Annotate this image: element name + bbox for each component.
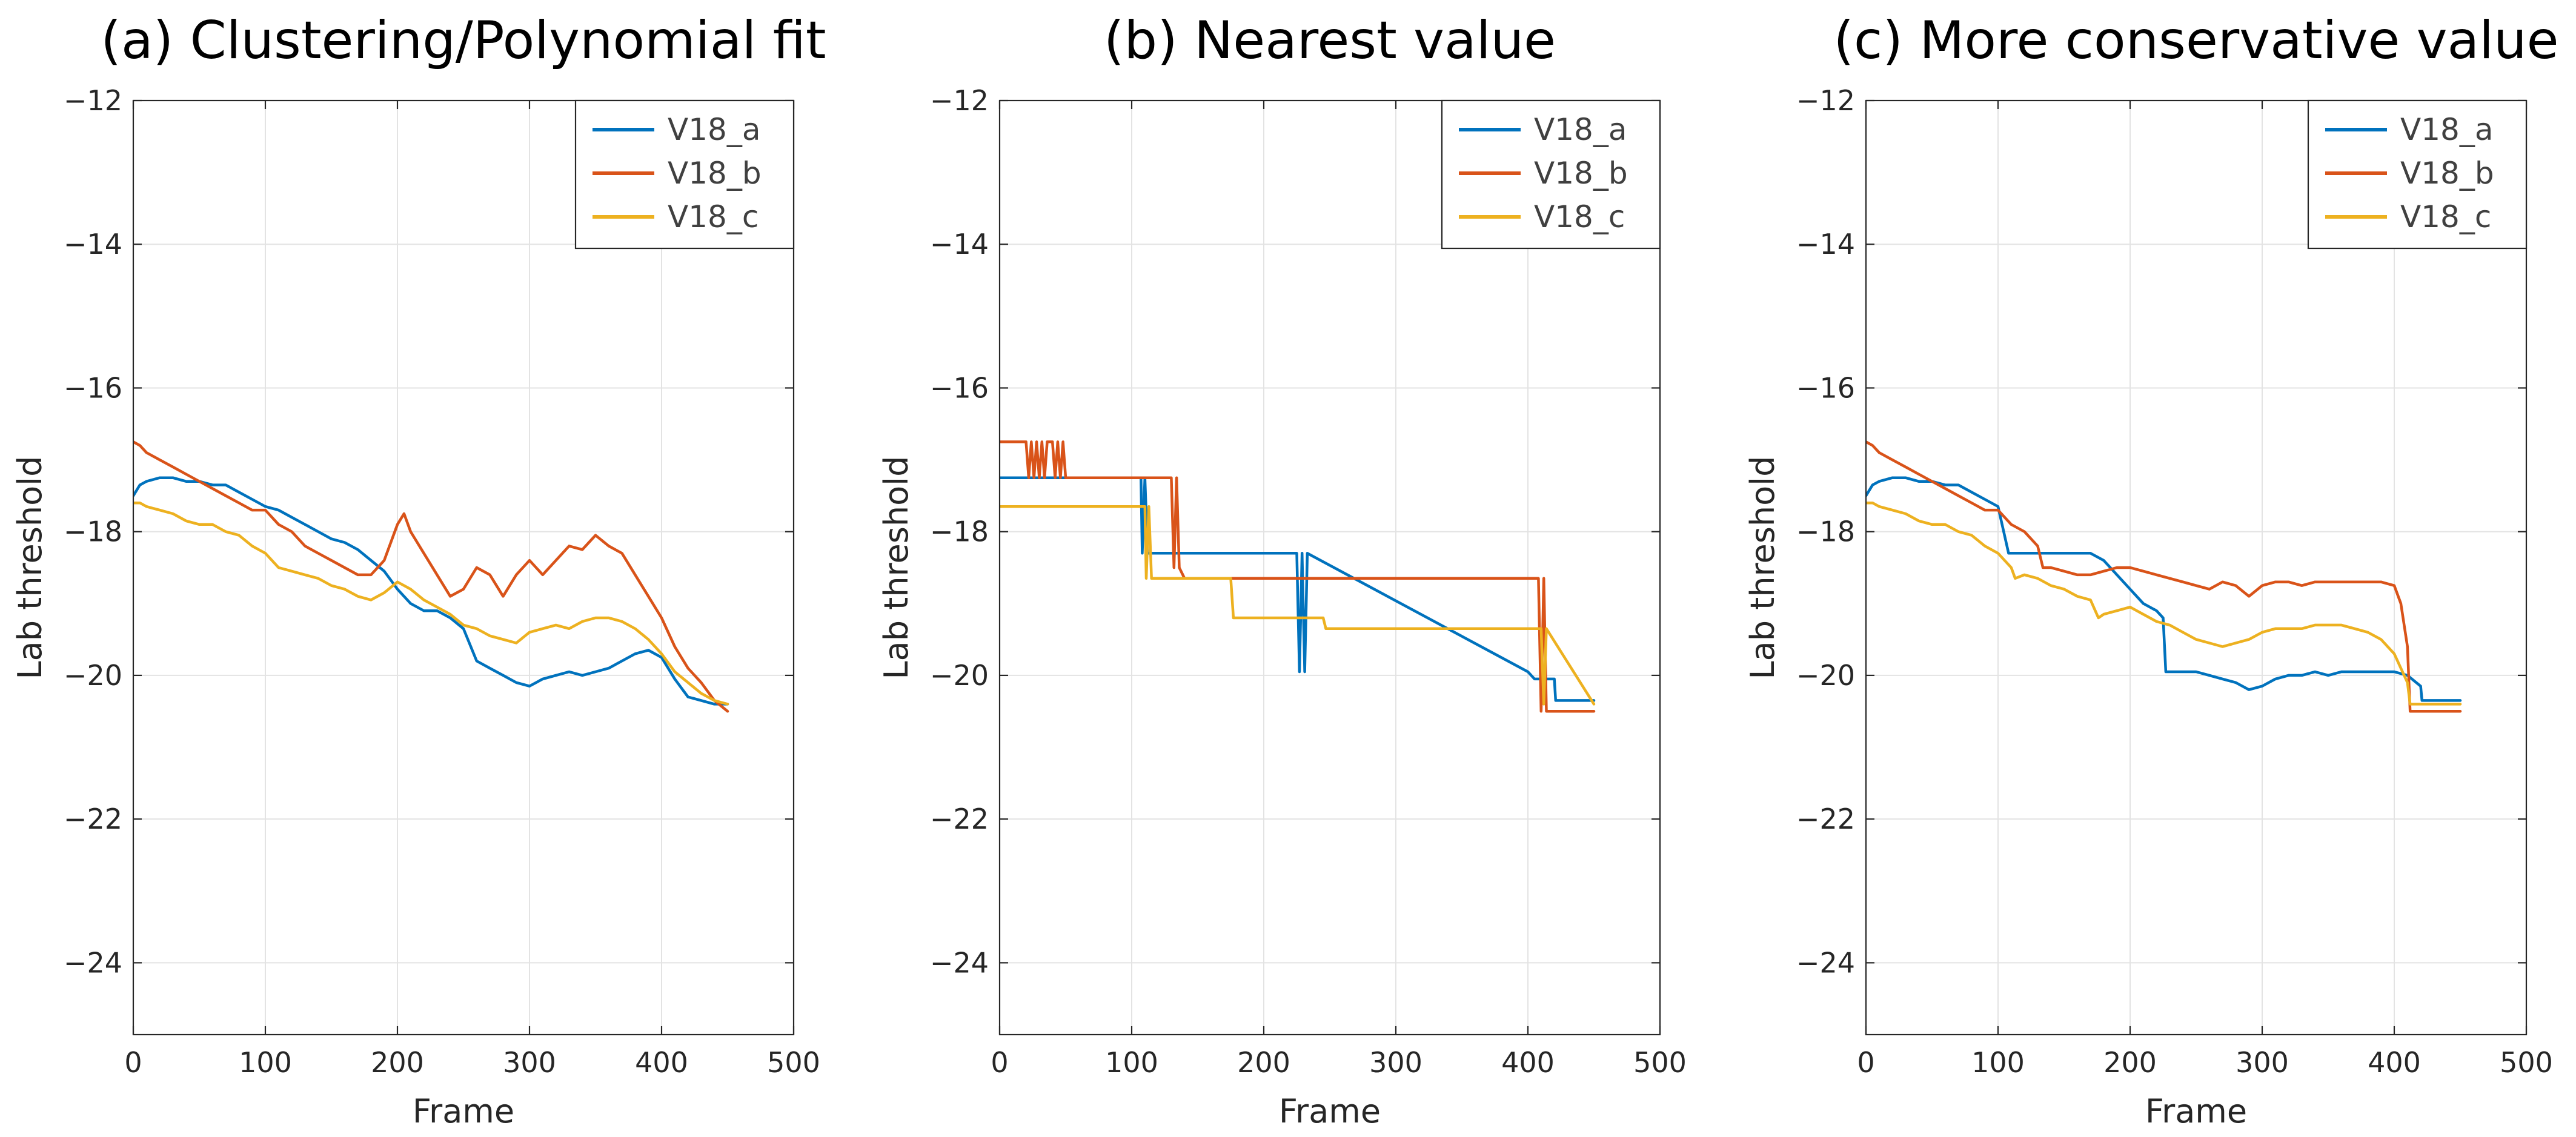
y-tick-label: −18 xyxy=(930,515,989,548)
y-tick-label: −12 xyxy=(930,84,989,117)
legend-label: V18_b xyxy=(668,156,762,191)
series-line-V18_c xyxy=(133,501,729,706)
legend-label: V18_c xyxy=(1534,199,1625,234)
x-tick-label: 100 xyxy=(1971,1046,2025,1079)
y-tick-label: −24 xyxy=(64,946,122,979)
x-tick-label: 300 xyxy=(1369,1046,1422,1079)
legend-label: V18_b xyxy=(2400,156,2494,191)
series-group xyxy=(133,440,729,713)
y-tick-label: −20 xyxy=(1796,659,1855,692)
y-tick-label: −16 xyxy=(64,371,122,404)
series-line-V18_b xyxy=(1000,440,1596,713)
x-axis-label: Frame xyxy=(2145,1092,2247,1130)
series-line-V18_b xyxy=(1866,440,2462,713)
y-axis-label: Lab threshold xyxy=(11,456,49,680)
x-tick-label: 100 xyxy=(239,1046,292,1079)
x-tick-label: 400 xyxy=(635,1046,688,1079)
x-tick-label: 0 xyxy=(1857,1046,1874,1079)
chart-panel-0: 0 100 200 300 400 500 −24 −22 −20 −18 −16 −14 −12 Fra… xyxy=(11,10,826,1130)
x-tick-label: 500 xyxy=(767,1046,820,1079)
y-tick-label: −22 xyxy=(64,803,122,835)
y-tick-label: −14 xyxy=(930,228,989,260)
y-tick-label: −20 xyxy=(930,659,989,692)
y-tick-label: −20 xyxy=(64,659,122,692)
legend-label: V18_b xyxy=(1534,156,1628,191)
y-axis-label: Lab threshold xyxy=(877,456,915,680)
x-tick-label: 400 xyxy=(1501,1046,1555,1079)
x-tick-label: 100 xyxy=(1105,1046,1158,1079)
legend-label: V18_c xyxy=(668,199,759,234)
y-tick-label: −18 xyxy=(64,515,122,548)
chart-panels: 0 100 200 300 400 500 −24 −22 −20 −18 −16 −14 −12 Fra… xyxy=(11,10,2559,1130)
legend-label: V18_a xyxy=(2400,112,2493,147)
y-tick-label: −12 xyxy=(1796,84,1855,117)
legend-label: V18_a xyxy=(668,112,760,147)
x-tick-label: 200 xyxy=(1237,1046,1290,1079)
x-axis-label: Frame xyxy=(1279,1092,1381,1130)
panel-title: (b) Nearest value xyxy=(1104,10,1556,71)
legend: V18_a V18_b V18_c xyxy=(574,99,795,250)
y-tick-label: −16 xyxy=(1796,371,1855,404)
x-tick-label: 200 xyxy=(2103,1046,2157,1079)
y-tick-label: −18 xyxy=(1796,515,1855,548)
panel-title: (c) More conservative value xyxy=(1834,10,2559,71)
legend: V18_a V18_b V18_c xyxy=(1441,99,1661,250)
series-line-V18_a xyxy=(1000,476,1596,702)
x-tick-label: 500 xyxy=(2500,1046,2553,1079)
y-tick-label: −24 xyxy=(930,946,989,979)
axes-frame xyxy=(1865,99,2528,1036)
x-tick-label: 200 xyxy=(371,1046,424,1079)
series-line-V18_a xyxy=(1866,476,2462,702)
panel-title: (a) Clustering/Polynomial fit xyxy=(101,10,826,71)
y-tick-label: −12 xyxy=(64,84,122,117)
y-tick-label: −14 xyxy=(64,228,122,260)
axes-frame xyxy=(132,99,795,1036)
y-tick-label: −16 xyxy=(930,371,989,404)
series-line-V18_b xyxy=(133,440,729,713)
series-line-V18_c xyxy=(1866,501,2462,706)
legend-label: V18_c xyxy=(2400,199,2491,234)
x-tick-label: 0 xyxy=(991,1046,1008,1079)
legend: V18_a V18_b V18_c xyxy=(2307,99,2528,250)
chart-panel-2: 0 100 200 300 400 500 −24 −22 −20 −18 −16 −14 −12 Fra… xyxy=(1744,10,2559,1130)
x-tick-label: 300 xyxy=(2236,1046,2289,1079)
y-tick-label: −22 xyxy=(1796,803,1855,835)
series-group xyxy=(1866,440,2462,713)
series-line-V18_a xyxy=(133,476,729,706)
y-tick-label: −22 xyxy=(930,803,989,835)
axes-frame xyxy=(998,99,1661,1036)
x-tick-label: 0 xyxy=(124,1046,142,1079)
x-axis-label: Frame xyxy=(413,1092,514,1130)
y-axis-label: Lab threshold xyxy=(1744,456,1782,680)
x-tick-label: 400 xyxy=(2368,1046,2421,1079)
x-tick-label: 300 xyxy=(503,1046,556,1079)
series-line-V18_c xyxy=(1000,505,1596,706)
y-tick-label: −14 xyxy=(1796,228,1855,260)
chart-panel-1: 0 100 200 300 400 500 −24 −22 −20 −18 −16 −14 −12 Fra… xyxy=(877,10,1687,1130)
legend-label: V18_a xyxy=(1534,112,1627,147)
x-tick-label: 500 xyxy=(1633,1046,1687,1079)
series-group xyxy=(1000,440,1596,713)
y-tick-label: −24 xyxy=(1796,946,1855,979)
